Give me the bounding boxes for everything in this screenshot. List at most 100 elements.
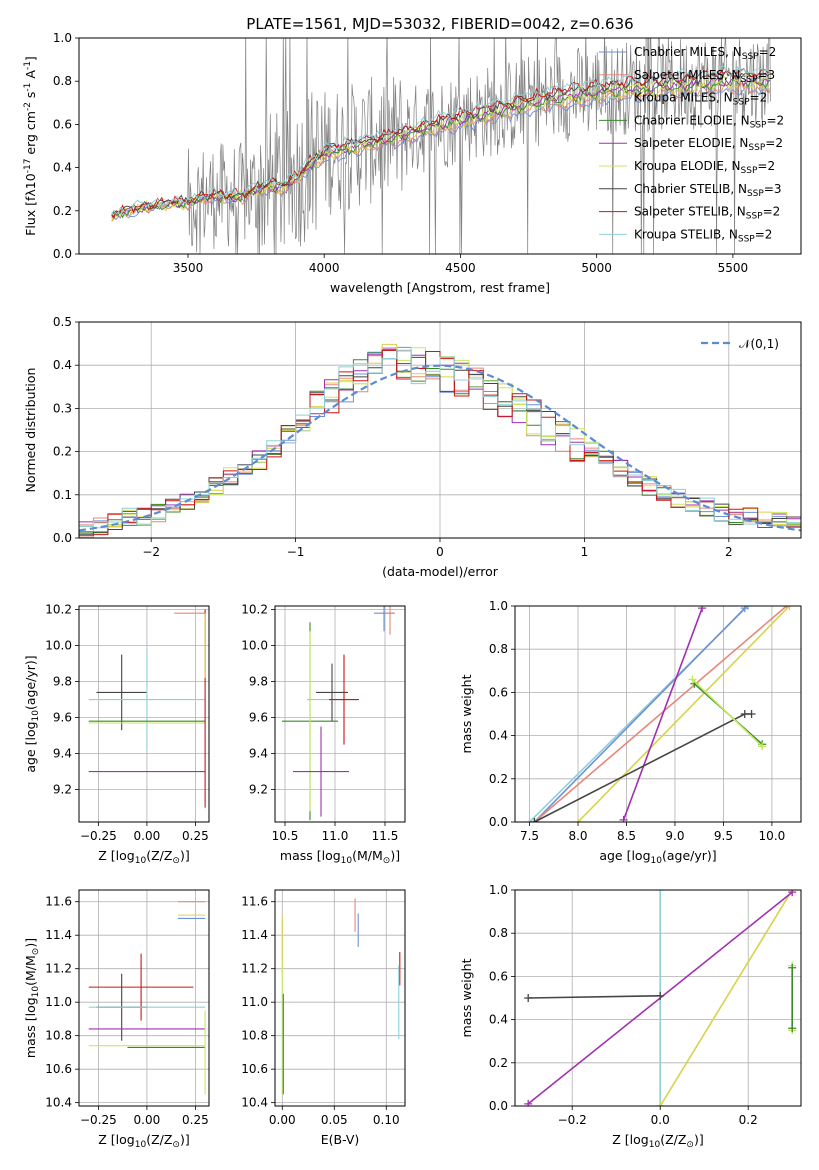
x-tick-label: 11.0 (322, 829, 349, 843)
x-tick-label: 9.0 (665, 829, 684, 843)
x-tick-label: 0.25 (182, 1113, 209, 1127)
weight-marker-3 (785, 606, 794, 610)
y-axis-label: mass [log10​(M/M⊙​)] (23, 938, 41, 1058)
x-tick-label: −2 (142, 545, 160, 559)
x-tick-label: 10.5 (272, 829, 299, 843)
x-tick-label: 11.5 (372, 829, 399, 843)
weight-line-7 (691, 678, 763, 747)
y-tick-label: 0.3 (53, 401, 72, 415)
y-axis-label: mass weight (459, 958, 474, 1037)
plot-area (281, 898, 401, 1095)
x-tick-label: 5000 (581, 261, 612, 275)
x-axis-label: E(B-V) (321, 1132, 360, 1147)
x-axis-label: Z [log10​(Z/Z⊙​)] (612, 1132, 703, 1150)
y-tick-label: 0.2 (53, 445, 72, 459)
y-tick-label: 10.6 (241, 1062, 268, 1076)
model-spectrum-0 (111, 85, 771, 221)
legend-label-normal: 𝒩(0,1) (739, 337, 779, 351)
y-tick-label: 10.2 (45, 603, 72, 617)
y-tick-label: 0.8 (489, 642, 508, 656)
weight-marker-0 (525, 818, 534, 822)
x-tick-label: 8.0 (568, 829, 587, 843)
legend-label-2: Kroupa MILES, NSSP​=2 (634, 91, 767, 108)
weight-line-1 (533, 607, 746, 822)
weight-marker-3 (574, 818, 583, 822)
x-tick-label: 10.0 (759, 829, 786, 843)
y-tick-label: 0.8 (489, 926, 508, 940)
x-axis-label: wavelength [Angstrom, rest frame] (330, 280, 550, 295)
x-axis-label: mass [log10​(M/M⊙​)] (280, 848, 400, 866)
weight-marker-3 (524, 994, 533, 1002)
x-tick-label: 4000 (309, 261, 340, 275)
axes-frame (78, 321, 802, 539)
y-tick-label: 0.1 (53, 488, 72, 502)
y-tick-label: 11.2 (45, 962, 72, 976)
weight-marker-5 (788, 963, 797, 972)
x-tick-label: 0 (436, 545, 444, 559)
weight-marker-5 (788, 1024, 797, 1033)
x-tick-label: 8.5 (617, 829, 636, 843)
x-tick-label: 0.25 (182, 829, 209, 843)
y-axis-label: mass weight (459, 674, 474, 753)
legend-label-0: Chabrier MILES, NSSP​=2 (634, 45, 776, 62)
weight-marker-3 (656, 991, 665, 1000)
y-tick-label: 0.6 (489, 969, 508, 983)
normal-curve (79, 364, 801, 532)
panel-age-vs-mass: 10.5 11.0 11.5 9.2 9.4 9.6 9.8 10.0 10.2 mass [lo… (241, 603, 406, 866)
y-tick-label: 11.2 (241, 962, 268, 976)
x-tick-label: 1 (581, 545, 589, 559)
weight-marker-5 (530, 818, 539, 822)
y-tick-label: 10.4 (241, 1096, 268, 1110)
panel-spectrum: 3500 4000 4500 5000 5500 0.0 0.2 0.4 0.6 0.8 1.0 Ch… (23, 31, 802, 295)
weight-line-1 (659, 890, 793, 1106)
x-tick-label: −0.2 (558, 1113, 587, 1127)
weight-marker-2 (788, 890, 797, 897)
y-tick-label: 11.6 (241, 895, 268, 909)
plot-area (111, 38, 771, 254)
x-tick-label: 2 (725, 545, 733, 559)
y-tick-label: 10.0 (45, 639, 72, 653)
x-tick-label: 7.5 (520, 829, 539, 843)
y-tick-label: 0.0 (489, 815, 508, 829)
panel-mass-vs-Z: −0.25 0.00 0.25 10.4 10.6 10.8 11.0 11.2 11.4 11.… (23, 889, 210, 1150)
axes-frame (78, 889, 210, 1107)
axes-frame (514, 605, 802, 823)
y-axis-label: age [log10​(age/yr)] (23, 655, 41, 772)
observed-spectrum (111, 38, 771, 254)
plot-area (282, 606, 395, 821)
axes-frame (274, 889, 406, 1107)
y-tick-label: 9.8 (249, 675, 268, 689)
axes-frame (78, 605, 210, 823)
x-tick-label: 0.00 (134, 829, 161, 843)
y-tick-label: 0.8 (53, 74, 72, 88)
figure-title: PLATE=1561, MJD=53032, FIBERID=0042, z=0… (246, 15, 633, 33)
y-tick-label: 10.2 (241, 603, 268, 617)
y-tick-label: 11.0 (45, 995, 72, 1009)
y-tick-label: 10.6 (45, 1062, 72, 1076)
y-tick-label: 11.4 (241, 928, 268, 942)
plot-area (88, 609, 206, 808)
y-tick-label: 0.0 (53, 247, 72, 261)
y-tick-label: 9.2 (53, 783, 72, 797)
legend-label-7: Salpeter STELIB, NSSP​=2 (634, 205, 780, 222)
plot-area (79, 343, 801, 538)
weight-marker-7 (758, 742, 767, 751)
legend-label-3: Chabrier ELODIE, NSSP​=2 (634, 113, 784, 130)
y-tick-label: 9.4 (53, 747, 72, 761)
x-tick-label: −0.25 (80, 829, 117, 843)
y-tick-label: 1.0 (489, 883, 508, 897)
weight-marker-7 (688, 675, 697, 684)
weight-marker-5 (740, 710, 749, 718)
y-tick-label: 10.4 (45, 1096, 72, 1110)
legend-label-1: Salpeter MILES, NSSP​=3 (634, 68, 775, 85)
model-spectrum-7 (111, 67, 770, 219)
y-tick-label: 9.4 (249, 747, 268, 761)
x-tick-label: 0.2 (739, 1113, 758, 1127)
y-tick-label: 0.6 (53, 117, 72, 131)
y-tick-label: 0.4 (53, 161, 72, 175)
weight-marker-4 (619, 815, 628, 822)
axes-frame (274, 605, 406, 823)
y-tick-label: 1.0 (53, 31, 72, 45)
y-tick-label: 0.2 (53, 204, 72, 218)
